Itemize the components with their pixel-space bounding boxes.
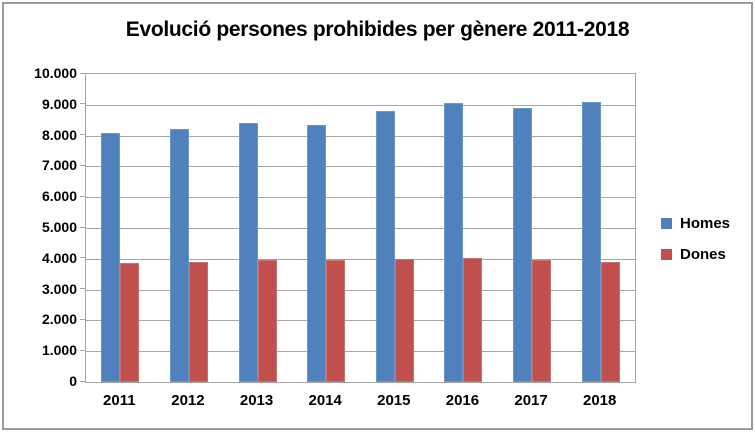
y-axis-tick — [80, 288, 85, 290]
bar-homes-2013 — [238, 123, 258, 382]
y-tick-label: 8.000 — [41, 126, 77, 143]
legend-label: Homes — [680, 215, 731, 232]
plot-area — [85, 73, 636, 383]
x-tick-label: 2011 — [103, 392, 136, 409]
bar-homes-2014 — [307, 124, 327, 382]
y-tick-label: 2.000 — [41, 311, 77, 328]
legend-swatch-icon — [661, 218, 672, 229]
gridline — [86, 228, 635, 229]
x-tick-label: 2017 — [514, 392, 548, 409]
gridline — [86, 197, 635, 199]
bar-dones-2017 — [532, 260, 552, 382]
y-tick-label: 4.000 — [41, 249, 77, 266]
x-tick-label: 2018 — [583, 392, 617, 409]
y-axis-tick — [80, 103, 85, 105]
y-axis-tick — [80, 134, 85, 136]
legend: Homes Dones — [661, 214, 730, 276]
x-tick-label: 2016 — [445, 392, 480, 409]
y-axis-tick — [80, 318, 85, 320]
x-tick-label: 2014 — [308, 392, 342, 409]
y-axis-tick — [80, 195, 85, 197]
bar-homes-2012 — [169, 128, 189, 382]
y-tick-label: 1.000 — [41, 342, 77, 359]
y-tick-label: 6.000 — [41, 188, 77, 205]
y-axis-tick — [80, 72, 85, 74]
x-tick-label: 2013 — [239, 392, 274, 409]
bar-homes-2015 — [375, 110, 395, 382]
bar-dones-2016 — [463, 257, 483, 382]
y-tick-label: 10.000 — [34, 65, 77, 81]
bar-dones-2011 — [120, 263, 140, 382]
y-axis-tick — [80, 226, 85, 228]
chart-title: Evolució persones prohibides per gènere … — [125, 18, 630, 41]
y-axis-tick — [80, 380, 85, 382]
legend-item-homes: Homes — [661, 214, 730, 233]
bar-dones-2013 — [257, 260, 277, 382]
gridline — [86, 320, 635, 322]
y-tick-label: 5.000 — [41, 219, 77, 235]
bar-homes-2017 — [513, 108, 533, 382]
gridline — [86, 289, 635, 291]
y-axis-tick — [80, 257, 85, 259]
bar-homes-2011 — [101, 132, 121, 382]
y-axis-tick — [80, 164, 85, 166]
legend-label: Dones — [680, 246, 726, 263]
bar-dones-2014 — [326, 260, 346, 382]
bar-dones-2018 — [600, 261, 620, 382]
bar-homes-2018 — [581, 102, 601, 382]
x-tick-label: 2015 — [377, 392, 411, 409]
gridline — [86, 351, 635, 353]
y-tick-label: 0 — [69, 373, 77, 389]
gridline — [86, 104, 635, 106]
gridline — [86, 166, 635, 168]
legend-swatch-icon — [661, 249, 672, 260]
gridline — [86, 258, 635, 260]
gridline — [86, 135, 635, 137]
y-tick-label: 7.000 — [41, 157, 77, 174]
y-axis-tick — [80, 349, 85, 351]
bar-homes-2016 — [444, 103, 464, 382]
bar-dones-2012 — [188, 261, 208, 382]
legend-item-dones: Dones — [661, 245, 730, 264]
bar-dones-2015 — [394, 258, 414, 382]
x-tick-label: 2012 — [171, 392, 205, 409]
y-tick-label: 3.000 — [41, 280, 77, 297]
y-tick-label: 9.000 — [41, 95, 77, 112]
